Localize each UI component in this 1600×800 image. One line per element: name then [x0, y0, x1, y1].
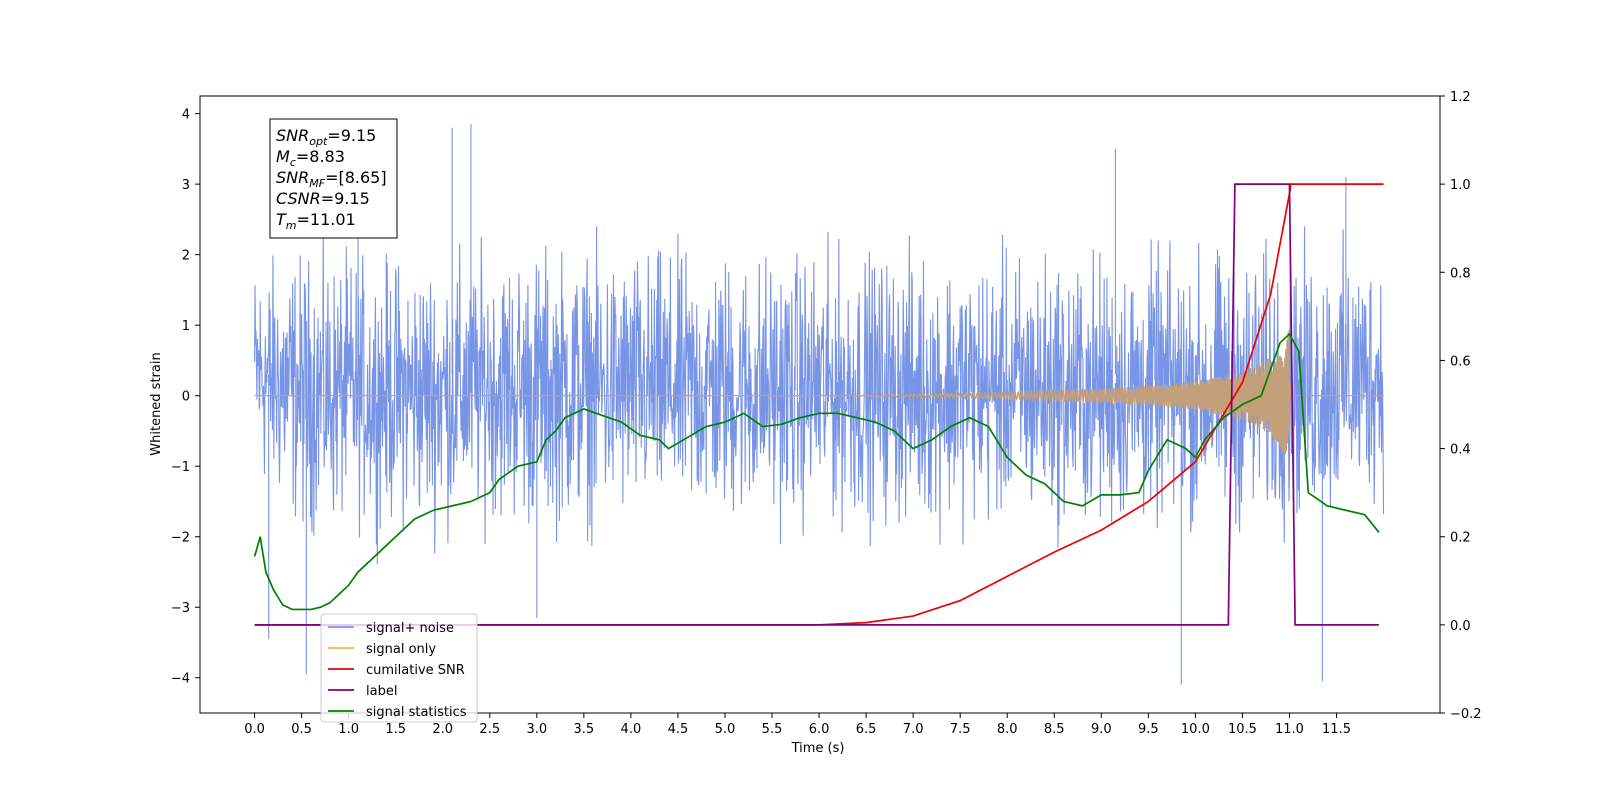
annotation-line: Mc=8.83 [276, 147, 345, 169]
annotation-line: SNRopt=9.15 [276, 126, 376, 148]
x-tick-label: 10.0 [1181, 722, 1210, 737]
legend-entry: signal+ noise [366, 621, 454, 636]
y2-tick-label: 0.2 [1450, 531, 1471, 546]
x-tick-label: 9.5 [1138, 722, 1159, 737]
y-tick-label: 0 [182, 390, 190, 405]
y2-tick-label: 0.8 [1450, 266, 1471, 281]
x-tick-label: 7.5 [950, 722, 971, 737]
y2-tick-label: −0.2 [1450, 707, 1482, 722]
y-tick-label: 4 [182, 108, 190, 123]
series-signal-noise [254, 124, 1385, 685]
x-tick-label: 11.5 [1322, 722, 1351, 737]
x-tick-label: 2.0 [432, 722, 453, 737]
x-tick-label: 6.0 [809, 722, 830, 737]
x-tick-label: 4.5 [668, 722, 689, 737]
x-tick-label: 6.5 [856, 722, 877, 737]
y-tick-label: −1 [171, 460, 190, 475]
annotation-line: SNRMF=[8.65] [276, 168, 387, 190]
x-tick-label: 8.0 [997, 722, 1018, 737]
legend-entry: cumilative SNR [366, 663, 465, 678]
x-tick-label: 9.0 [1091, 722, 1112, 737]
x-axis-label: Time (s) [791, 741, 845, 756]
x-axis: 0.0 0.5 1.0 1.5 2.0 2.5 3.0 3.5 4.0 4.5 5.0 5.5 6.0 6… [244, 713, 1351, 737]
annotation-line: CSNR=9.15 [276, 189, 370, 208]
series-label [254, 183, 1379, 626]
x-tick-label: 7.0 [903, 722, 924, 737]
x-tick-label: 0.0 [244, 722, 265, 737]
x-tick-label: 3.5 [574, 722, 595, 737]
legend-box [320, 613, 478, 723]
annotation-line: Tm=11.01 [276, 210, 356, 232]
legend-entry: signal only [366, 642, 436, 657]
y-axis-label: Whitened strain [149, 352, 164, 455]
y2-tick-label: 0.6 [1450, 354, 1471, 369]
y2-tick-label: 1.0 [1450, 178, 1471, 193]
y-axis-left: 4 3 2 1 0 −1 −2 −3 −4 [171, 108, 200, 687]
y-tick-label: −3 [171, 601, 190, 616]
y2-tick-label: 0.4 [1450, 443, 1471, 458]
x-tick-label: 4.0 [621, 722, 642, 737]
series-signal-statistics [253, 332, 1380, 611]
legend: signal+ noise signal only cumilative SNR la… [320, 613, 478, 723]
legend-entry: signal statistics [366, 705, 467, 720]
legend-entry: label [366, 684, 397, 699]
series-layer [253, 124, 1385, 685]
x-tick-label: 5.5 [762, 722, 783, 737]
series-cumilative-snr [254, 183, 1384, 626]
y-tick-label: 2 [182, 249, 190, 264]
x-tick-label: 3.0 [526, 722, 547, 737]
x-tick-label: 11.0 [1275, 722, 1304, 737]
x-tick-label: 5.0 [715, 722, 736, 737]
x-tick-label: 1.0 [338, 722, 359, 737]
x-tick-label: 10.5 [1228, 722, 1257, 737]
y2-tick-label: 0.0 [1450, 619, 1471, 634]
y-axis-right: 1.2 1.0 0.8 0.6 0.4 0.2 0.0 −0.2 [1440, 90, 1482, 722]
x-tick-label: 0.5 [291, 722, 312, 737]
x-tick-label: 2.5 [479, 722, 500, 737]
x-tick-label: 8.5 [1044, 722, 1065, 737]
y-tick-label: 1 [182, 319, 190, 334]
x-tick-label: 1.5 [385, 722, 406, 737]
y-tick-label: −2 [171, 531, 190, 546]
y2-tick-label: 1.2 [1450, 90, 1471, 105]
y-tick-label: −4 [171, 672, 190, 687]
series-signal-only [254, 329, 1384, 455]
y-tick-label: 3 [182, 178, 190, 193]
plot-frame [199, 95, 1441, 714]
